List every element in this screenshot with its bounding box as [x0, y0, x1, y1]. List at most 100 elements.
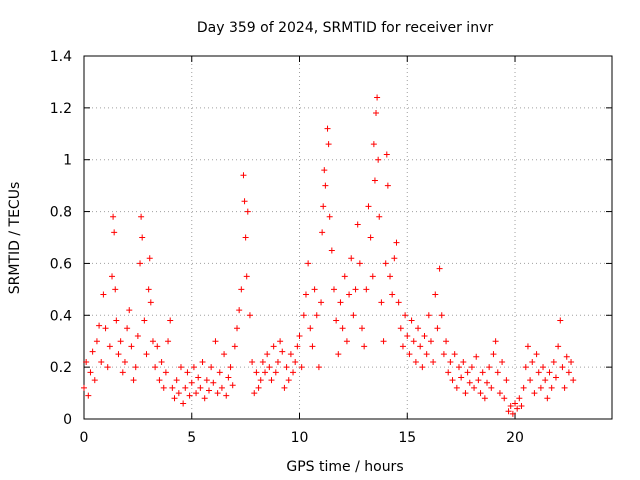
data-point — [501, 395, 508, 402]
data-point — [540, 364, 547, 371]
data-point — [537, 384, 544, 391]
data-point — [277, 338, 284, 345]
data-point — [496, 390, 503, 397]
data-point — [412, 358, 419, 365]
data-point — [354, 221, 361, 228]
data-point — [531, 390, 538, 397]
data-point — [229, 382, 236, 389]
data-point — [203, 377, 210, 384]
data-point — [223, 392, 230, 399]
data-point — [453, 384, 460, 391]
data-point — [397, 325, 404, 332]
data-point — [356, 260, 363, 267]
data-point — [102, 325, 109, 332]
data-point — [132, 364, 139, 371]
data-point — [518, 403, 525, 410]
data-point — [374, 94, 381, 101]
y-axis-label: SRMTID / TECUs — [7, 182, 23, 295]
data-point — [104, 364, 111, 371]
data-point — [87, 369, 94, 376]
data-point — [91, 377, 98, 384]
data-point — [124, 325, 131, 332]
data-point — [238, 286, 245, 293]
data-point — [348, 255, 355, 262]
data-point — [244, 208, 251, 215]
data-point — [302, 291, 309, 298]
data-point — [341, 273, 348, 280]
data-point — [337, 299, 344, 306]
data-point — [408, 317, 415, 324]
data-point — [365, 203, 372, 210]
data-point — [343, 338, 350, 345]
data-point — [462, 390, 469, 397]
data-point — [509, 410, 516, 417]
data-point — [259, 358, 266, 365]
data-point — [175, 390, 182, 397]
data-point — [320, 203, 327, 210]
data-point — [415, 325, 422, 332]
data-point — [557, 317, 564, 324]
data-point — [98, 358, 105, 365]
data-point — [421, 333, 428, 340]
data-point — [555, 343, 562, 350]
data-point — [208, 364, 215, 371]
data-point — [121, 358, 128, 365]
data-point — [100, 291, 107, 298]
data-point — [514, 405, 521, 412]
data-point — [197, 384, 204, 391]
data-point — [287, 351, 294, 358]
data-point — [236, 307, 243, 314]
data-point — [283, 364, 290, 371]
data-point — [445, 369, 452, 376]
axis-ticks: 0 0.2 0.4 0.6 0.8 1 1.2 1.4 0 5 10 15 20 — [50, 49, 612, 446]
data-point — [290, 369, 297, 376]
data-point — [350, 312, 357, 319]
data-point — [322, 182, 329, 189]
data-point — [262, 369, 269, 376]
data-point — [333, 317, 340, 324]
data-point — [438, 312, 445, 319]
y-tick-label: 0.6 — [50, 256, 72, 272]
data-point — [274, 358, 281, 365]
y-tick-label: 0.4 — [50, 308, 72, 324]
data-point — [570, 377, 577, 384]
y-tick-label: 0.8 — [50, 205, 72, 221]
data-point — [417, 343, 424, 350]
data-point — [380, 338, 387, 345]
data-point — [272, 369, 279, 376]
y-tick-label: 1.4 — [50, 49, 72, 65]
data-point — [152, 364, 159, 371]
data-point — [466, 379, 473, 386]
data-point — [128, 343, 135, 350]
data-point — [309, 343, 316, 350]
data-point — [109, 273, 116, 280]
data-point — [243, 273, 250, 280]
data-point — [173, 377, 180, 384]
data-point — [154, 343, 161, 350]
data-point — [300, 312, 307, 319]
data-point — [542, 377, 549, 384]
data-point — [516, 395, 523, 402]
data-point — [376, 213, 383, 220]
data-point — [436, 265, 443, 272]
data-point — [499, 358, 506, 365]
data-point — [225, 374, 232, 381]
x-axis-label: GPS time / hours — [286, 459, 403, 475]
data-point — [568, 358, 575, 365]
data-point — [324, 125, 331, 132]
data-point — [231, 343, 238, 350]
data-point — [375, 156, 382, 163]
data-point — [479, 369, 486, 376]
data-point — [369, 273, 376, 280]
data-point — [221, 351, 228, 358]
data-point — [253, 369, 260, 376]
data-point — [298, 364, 305, 371]
data-point — [325, 141, 332, 148]
data-point — [240, 172, 247, 179]
data-point — [486, 364, 493, 371]
data-point — [393, 239, 400, 246]
data-point — [147, 299, 154, 306]
data-point — [473, 353, 480, 360]
data-point — [112, 286, 119, 293]
data-point — [460, 358, 467, 365]
